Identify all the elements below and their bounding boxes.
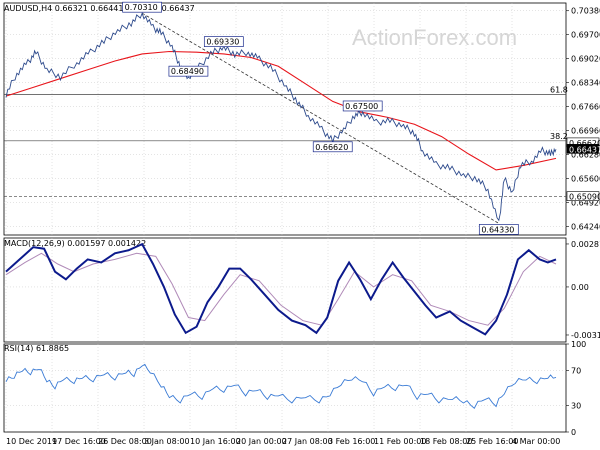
rsi-line xyxy=(5,363,557,409)
price-y-tick-label: 0.64240 xyxy=(571,223,600,232)
rsi-y-tick-label: 0 xyxy=(571,428,576,437)
x-tick-label: 17 Dec 16:00 xyxy=(52,437,106,446)
moving-average-line xyxy=(5,50,557,171)
panel-frame-1 xyxy=(3,237,567,343)
x-tick-label: 4 Mar 00:00 xyxy=(512,437,560,446)
price-header: AUDUSD,H4 0.66321 0.66441 0.66275 0.6643… xyxy=(4,4,195,13)
x-tick-label: 27 Jan 08:00 xyxy=(282,437,333,446)
fib-label: 38.2 xyxy=(550,132,568,141)
annotation-label: 0.70310 xyxy=(125,3,158,12)
last-value-label: 0.65090 xyxy=(569,193,600,202)
macd-signal-line xyxy=(5,252,557,326)
macd-line xyxy=(5,242,557,336)
x-tick-label: 3 Feb 16:00 xyxy=(328,437,375,446)
last-value-box xyxy=(566,191,600,201)
x-tick-label: 11 Feb 00:00 xyxy=(374,437,426,446)
macd-y-tick-label: 0.00281 xyxy=(571,240,600,249)
last-value-box xyxy=(566,144,600,154)
macd-header: MACD(12,26,9) 0.001597 0.001422 xyxy=(4,239,146,248)
macd-y-tick-label: 0.00 xyxy=(571,283,589,292)
x-tick-label: 20 Jan 00:00 xyxy=(236,437,287,446)
panel-frame-0 xyxy=(3,2,567,236)
x-tick-label: 10 Dec 2019 xyxy=(6,437,57,446)
x-tick-label: 10 Jan 16:00 xyxy=(190,437,241,446)
rsi-header: RSI(14) 61.8865 xyxy=(4,344,69,353)
x-tick-label: 26 Dec 08:00 xyxy=(98,437,152,446)
annotation-box xyxy=(203,36,244,47)
rsi-y-tick-label: 100 xyxy=(571,340,586,349)
panel-frame-2 xyxy=(3,343,567,433)
x-tick-label: 18 Feb 08:00 xyxy=(420,437,472,446)
annotation-box xyxy=(168,65,209,77)
rsi-y-tick-label: 70 xyxy=(571,366,581,375)
annotation-label: 0.67500 xyxy=(345,102,378,111)
annotation-box xyxy=(312,141,353,153)
annotation-box xyxy=(122,1,162,13)
last-value-label: 0.66437 xyxy=(569,145,600,154)
trendline xyxy=(141,12,500,224)
macd-y-tick-label: -0.003141 xyxy=(571,331,600,340)
annotation-box xyxy=(478,224,519,235)
annotation-box xyxy=(342,100,383,112)
last-value-label: 0.66620 xyxy=(569,139,600,148)
annotation-label: 0.64330 xyxy=(481,225,514,234)
annotation-label: 0.66620 xyxy=(315,143,348,152)
annotation-label: 0.68490 xyxy=(171,67,204,76)
x-tick-label: 3 Jan 08:00 xyxy=(144,437,190,446)
price-line xyxy=(5,11,557,222)
watermark: ActionForex.com xyxy=(352,25,517,50)
rsi-y-tick-label: 30 xyxy=(571,402,581,411)
x-tick-label: 25 Feb 16:00 xyxy=(466,437,518,446)
annotation-label: 0.69330 xyxy=(206,38,239,47)
fib-label: 61.8 xyxy=(550,85,568,94)
